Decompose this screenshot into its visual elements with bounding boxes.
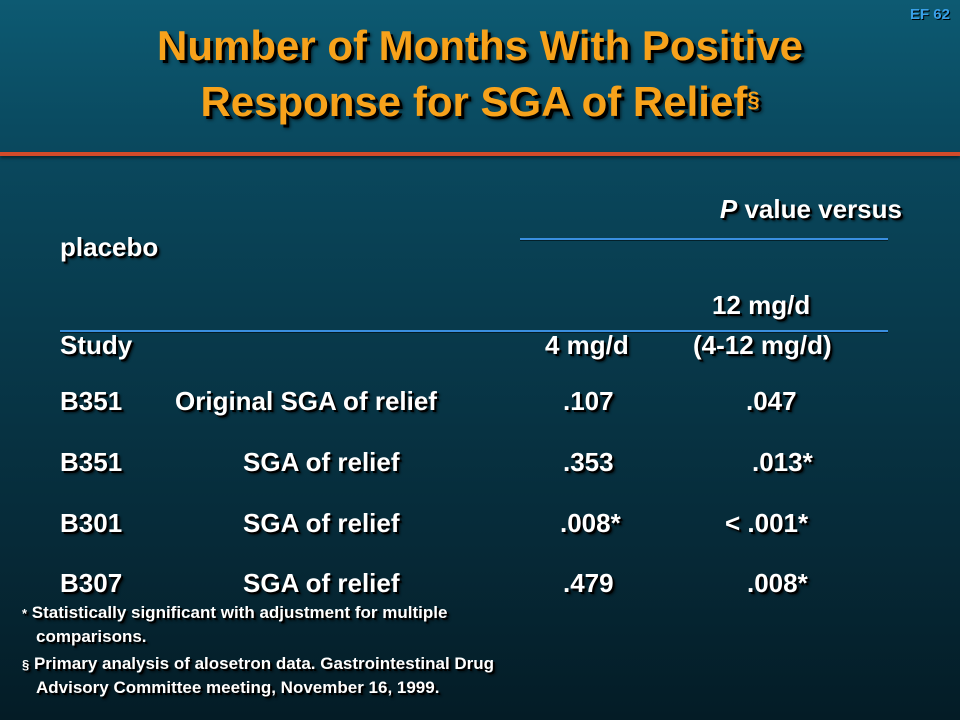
p-value-underline — [520, 238, 888, 240]
row-measure: SGA of relief — [243, 447, 400, 477]
footnote-mark: § — [22, 657, 30, 672]
title-section-marker: § — [747, 87, 760, 112]
row-p-4mg: .479 — [563, 568, 614, 598]
row-measure: SGA of relief — [243, 568, 400, 598]
study-header: Study — [60, 330, 133, 360]
p-value-header: P value versus — [720, 194, 902, 225]
col-12mg-line2: (4-12 mg/d) — [693, 330, 832, 360]
row-p-4mg: .008* — [560, 508, 621, 538]
placebo-label: placebo — [60, 232, 159, 262]
row-study: B351 — [60, 447, 123, 477]
col-4mg-header: 4 mg/d — [545, 330, 629, 360]
footnote-text: Primary analysis of alosetron data. Gast… — [33, 654, 495, 673]
p-italic: P — [719, 194, 738, 224]
row-p-12mg: .013* — [752, 447, 813, 477]
slide-code: EF 62 — [909, 6, 950, 23]
footnote-line: comparisons. — [36, 627, 147, 646]
row-study: B307 — [60, 568, 123, 598]
footnote-source: § Primary analysis of alosetron data. Ga… — [22, 652, 494, 699]
row-p-12mg: < .001* — [725, 508, 809, 538]
row-study: B351 — [60, 386, 123, 416]
footnote-line: * Statistically significant with adjustm… — [22, 601, 447, 625]
row-p-4mg: .107 — [563, 386, 614, 416]
footnote-line: Advisory Committee meeting, November 16,… — [36, 678, 440, 697]
table-row: B351 Original SGA of relief .107 .047 — [0, 386, 960, 420]
footnote-mark: * — [22, 606, 28, 621]
table-row: B301 SGA of relief .008* < .001* — [0, 508, 960, 542]
p-value-label: value versus — [744, 194, 902, 224]
title-line-2: Response for SGA of Relief§ — [0, 74, 960, 130]
title-line-1: Number of Months With Positive — [157, 22, 803, 69]
slide-title: Number of Months With Positive Response … — [0, 18, 960, 130]
header-underline — [60, 330, 888, 332]
title-divider — [0, 152, 960, 156]
table-row: B351 SGA of relief .353 .013* — [0, 447, 960, 481]
col-12mg-line1: 12 mg/d — [712, 290, 811, 320]
row-measure: Original SGA of relief — [175, 386, 437, 416]
footnote-significance: * Statistically significant with adjustm… — [22, 601, 447, 648]
row-p-12mg: .047 — [746, 386, 797, 416]
title-line-2-text: Response for SGA of Relief — [200, 78, 748, 125]
footnote-line: § Primary analysis of alosetron data. Ga… — [22, 652, 494, 676]
row-study: B301 — [60, 508, 123, 538]
footnote-text: Statistically significant with adjustmen… — [31, 603, 448, 622]
row-p-12mg: .008* — [747, 568, 808, 598]
row-measure: SGA of relief — [243, 508, 400, 538]
table-row: B307 SGA of relief .479 .008* — [0, 568, 960, 602]
row-p-4mg: .353 — [563, 447, 614, 477]
